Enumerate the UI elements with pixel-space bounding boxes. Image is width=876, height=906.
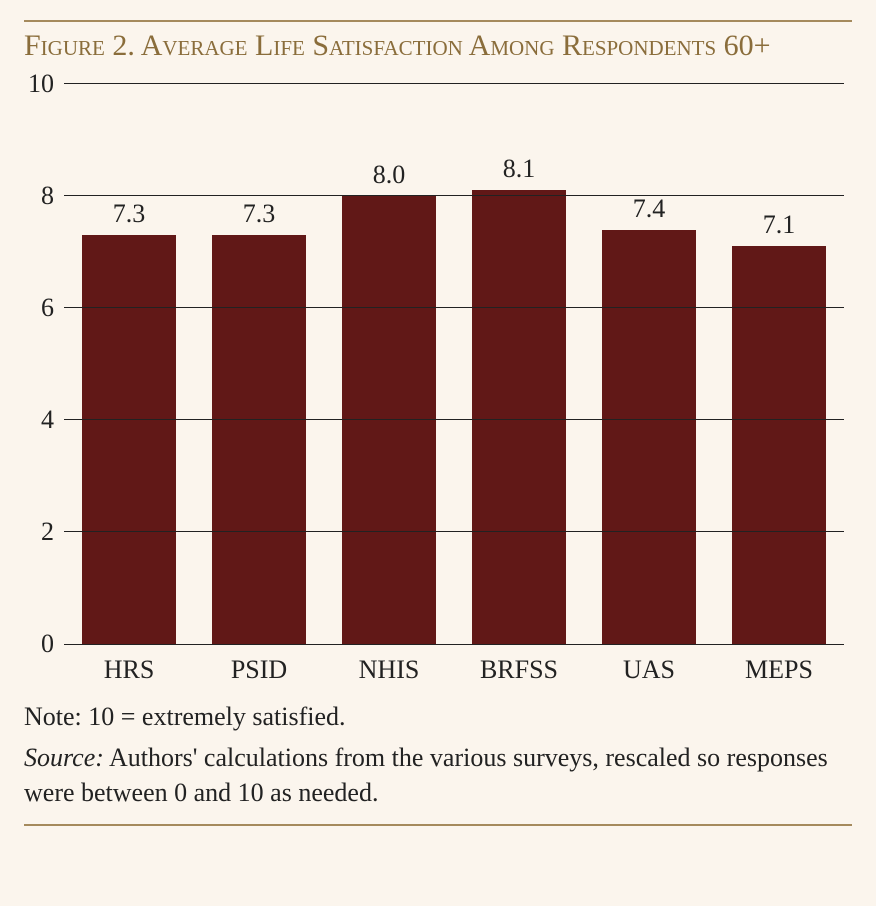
grid-line	[64, 83, 844, 84]
figure-container: Figure 2. Average Life Satisfaction Amon…	[0, 0, 876, 852]
bar-value-label: 7.1	[763, 210, 796, 240]
bar-slot: 7.3	[194, 199, 324, 644]
y-tick-label: 10	[28, 69, 64, 99]
bar-rect	[212, 235, 306, 644]
plot-area: 7.37.38.08.17.47.1 0246810	[64, 84, 844, 645]
bar-rect	[602, 230, 696, 644]
bar-slot: 8.0	[324, 160, 454, 644]
figure-title: Figure 2. Average Life Satisfaction Amon…	[24, 28, 852, 64]
x-axis-labels: HRSPSIDNHISBRFSSUASMEPS	[64, 655, 844, 685]
figure-source: Source: Authors' calculations from the v…	[24, 740, 852, 810]
bar-value-label: 7.3	[113, 199, 146, 229]
bar-value-label: 8.0	[373, 160, 406, 190]
bar-value-label: 7.3	[243, 199, 276, 229]
y-tick-label: 2	[41, 517, 64, 547]
y-tick-label: 4	[41, 405, 64, 435]
bar-value-label: 7.4	[633, 194, 666, 224]
x-tick-label: UAS	[584, 655, 714, 685]
bar-rect	[82, 235, 176, 644]
top-rule	[24, 20, 852, 22]
grid-line	[64, 195, 844, 196]
bar-slot: 7.3	[64, 199, 194, 644]
y-tick-label: 6	[41, 293, 64, 323]
source-label: Source:	[24, 743, 104, 772]
y-tick-label: 0	[41, 629, 64, 659]
bar-value-label: 8.1	[503, 154, 536, 184]
x-tick-label: BRFSS	[454, 655, 584, 685]
bar-rect	[472, 190, 566, 644]
x-tick-label: NHIS	[324, 655, 454, 685]
y-tick-label: 8	[41, 181, 64, 211]
bar-slot: 7.1	[714, 210, 844, 644]
x-tick-label: HRS	[64, 655, 194, 685]
grid-line	[64, 307, 844, 308]
bottom-rule	[24, 824, 852, 826]
bar-slot: 8.1	[454, 154, 584, 644]
x-tick-label: PSID	[194, 655, 324, 685]
grid-line	[64, 531, 844, 532]
source-text: Authors' calculations from the various s…	[24, 743, 828, 807]
figure-note: Note: 10 = extremely satisfied.	[24, 699, 852, 734]
bar-chart: 7.37.38.08.17.47.1 0246810 HRSPSIDNHISBR…	[64, 84, 852, 685]
grid-line	[64, 419, 844, 420]
bar-rect	[342, 196, 436, 644]
x-tick-label: MEPS	[714, 655, 844, 685]
bars-container: 7.3 7.3 8.0 8.1 7.4 7.1	[64, 84, 844, 644]
